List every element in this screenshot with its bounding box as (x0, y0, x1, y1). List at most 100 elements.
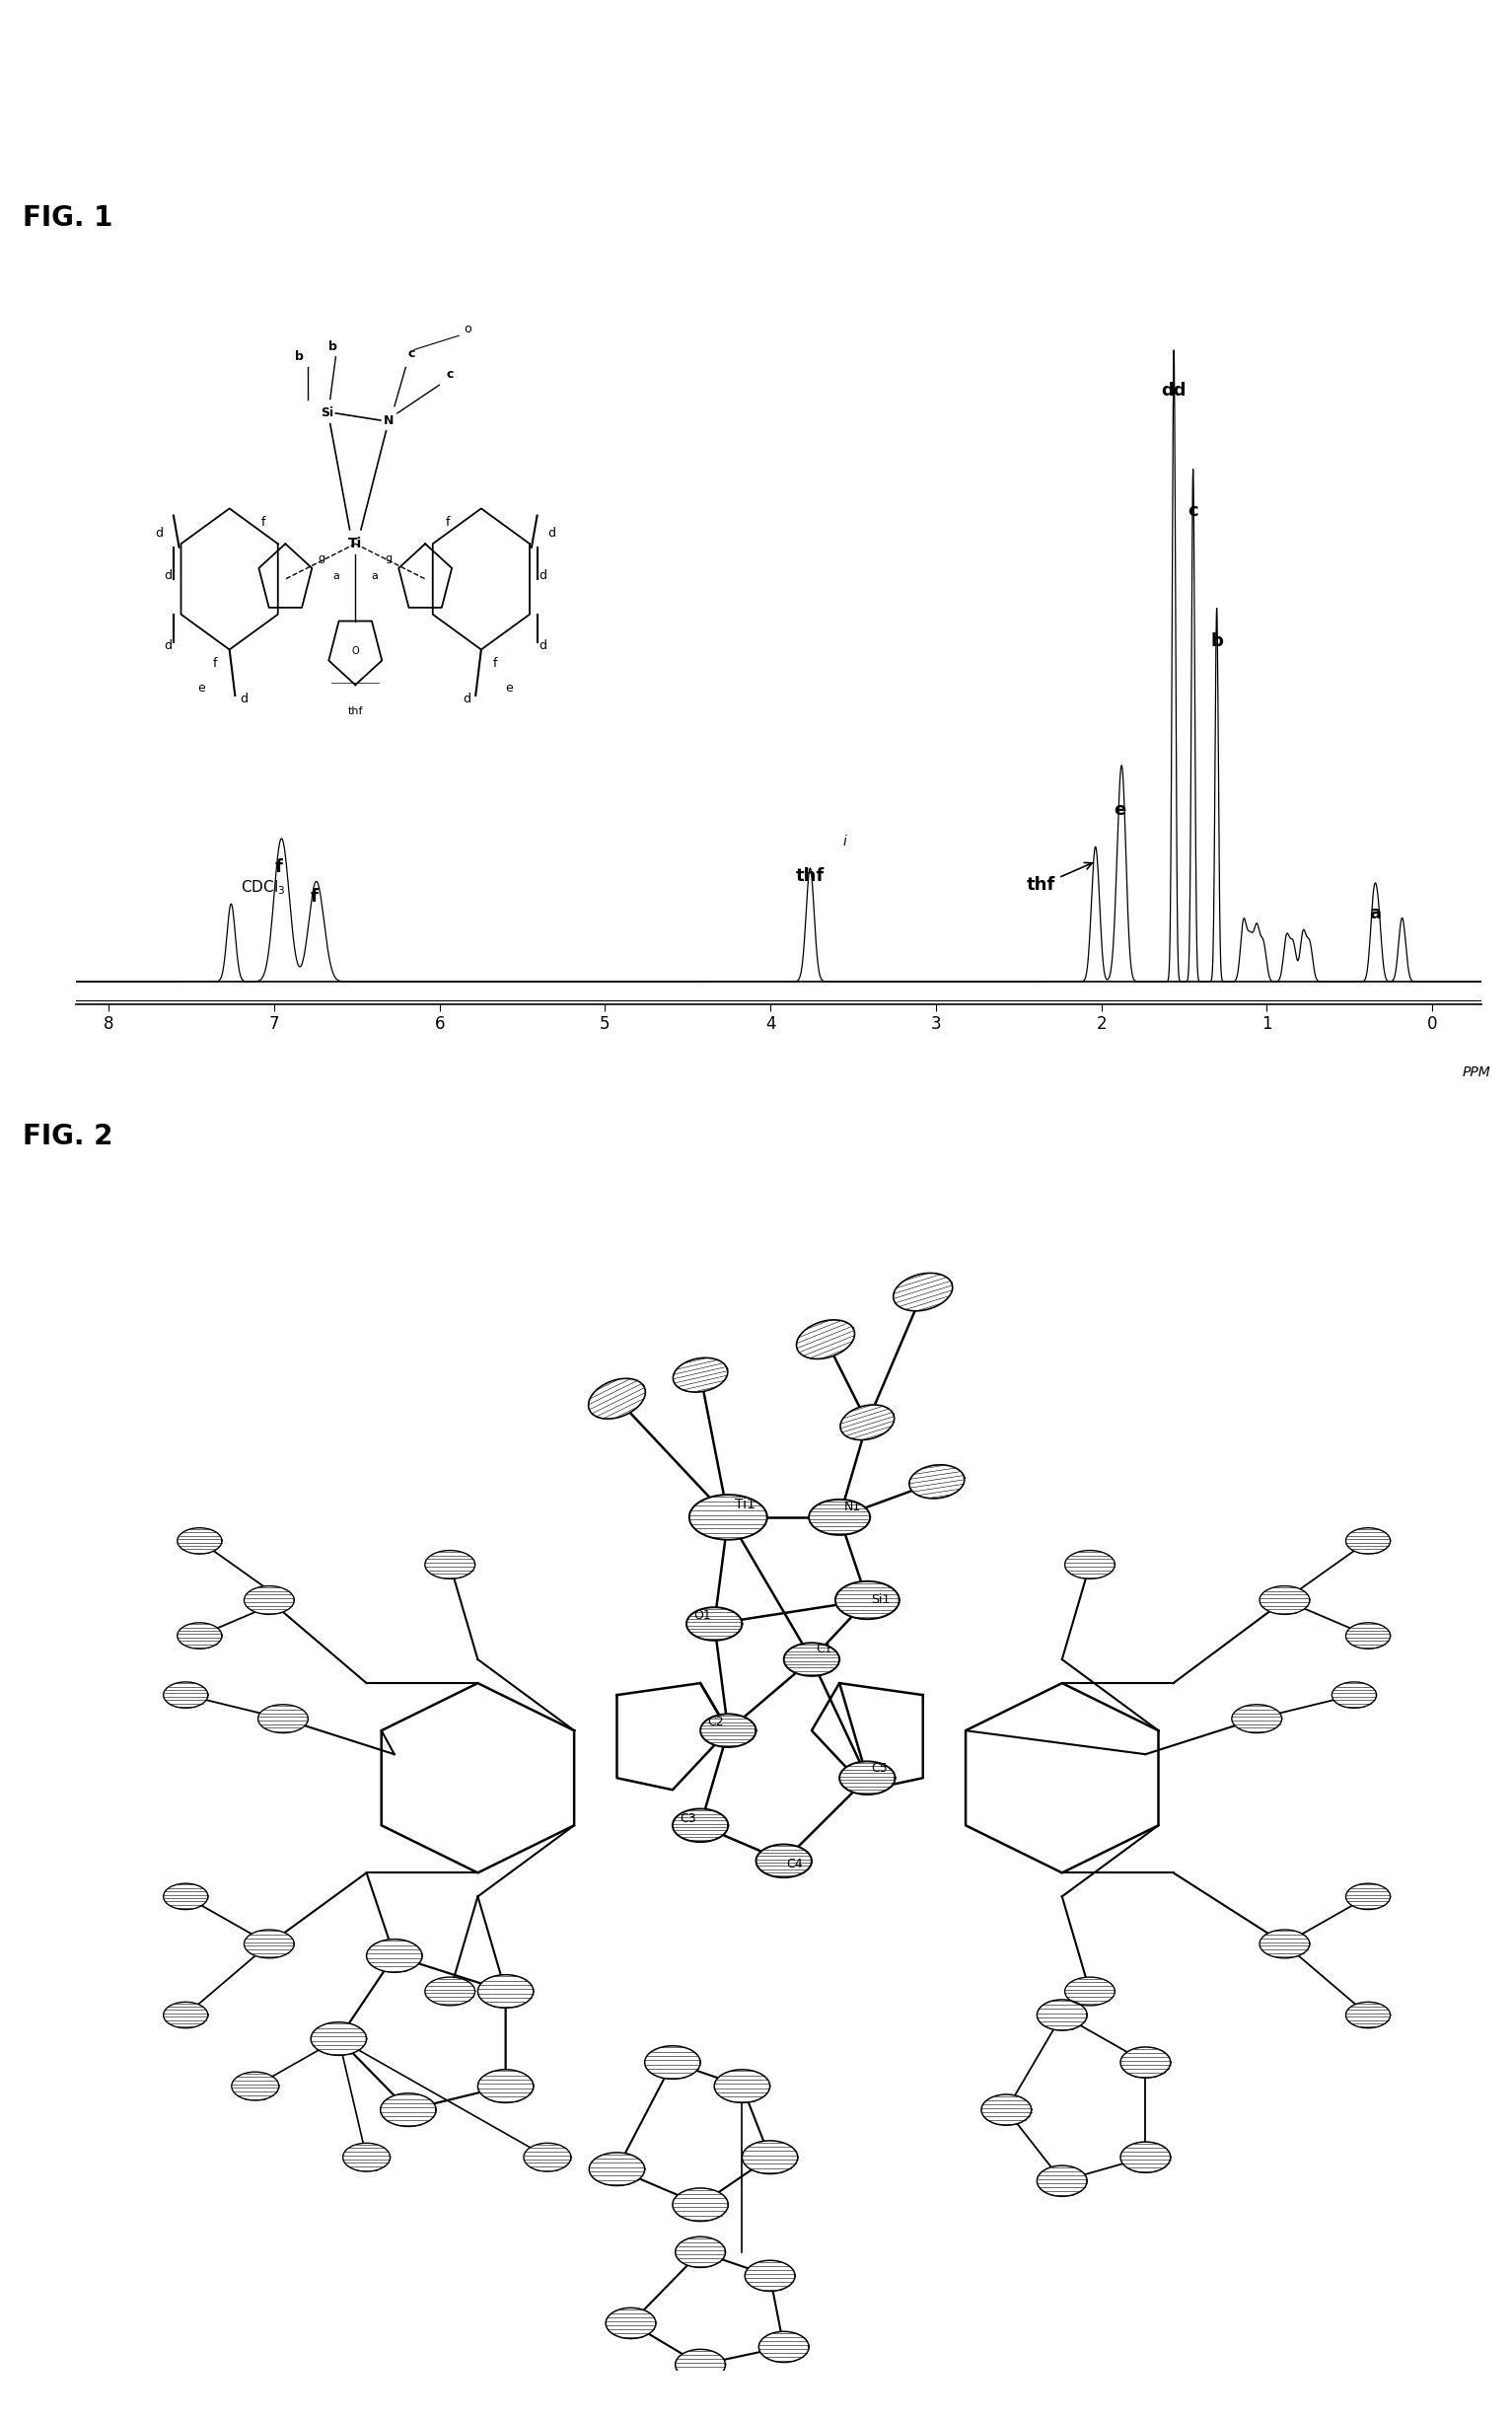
Polygon shape (606, 2308, 656, 2339)
Polygon shape (676, 2238, 726, 2267)
Polygon shape (177, 1623, 222, 1650)
Text: FIG. 2: FIG. 2 (23, 1122, 113, 1151)
Polygon shape (588, 1379, 646, 1420)
Polygon shape (163, 1681, 209, 1708)
Text: a: a (333, 571, 339, 581)
Text: Si1: Si1 (871, 1594, 891, 1606)
Polygon shape (809, 1500, 869, 1536)
Polygon shape (756, 1843, 812, 1877)
Polygon shape (366, 1940, 422, 1971)
Polygon shape (894, 1272, 953, 1311)
Polygon shape (311, 2022, 366, 2056)
Text: CDCl$_3$: CDCl$_3$ (240, 878, 286, 897)
Text: a: a (1370, 905, 1380, 922)
Text: e: e (198, 682, 206, 694)
Polygon shape (783, 1643, 839, 1676)
Text: O: O (352, 646, 358, 656)
Polygon shape (676, 2349, 726, 2380)
Text: d: d (538, 568, 547, 583)
Text: FIG. 1: FIG. 1 (23, 203, 113, 232)
Text: thf: thf (348, 706, 363, 716)
Text: o: o (464, 322, 470, 336)
Polygon shape (700, 1715, 756, 1747)
Polygon shape (797, 1321, 854, 1359)
Text: d: d (463, 692, 472, 706)
Polygon shape (1346, 1884, 1391, 1909)
Polygon shape (1332, 1681, 1376, 1708)
Polygon shape (714, 2071, 770, 2102)
Text: g: g (386, 554, 393, 564)
Polygon shape (523, 2143, 572, 2172)
Polygon shape (478, 1974, 534, 2008)
Text: f: f (275, 859, 283, 876)
Text: a: a (372, 571, 378, 581)
Text: f: f (493, 658, 497, 670)
Text: f: f (310, 888, 318, 905)
Text: c: c (446, 368, 454, 380)
Polygon shape (1232, 1705, 1282, 1732)
Text: C3: C3 (679, 1812, 696, 1826)
Polygon shape (981, 2095, 1031, 2126)
Polygon shape (1346, 1529, 1391, 1553)
Text: b: b (1211, 631, 1223, 651)
Polygon shape (163, 1884, 209, 1909)
Polygon shape (1346, 2003, 1391, 2027)
Polygon shape (343, 2143, 390, 2172)
Polygon shape (425, 1551, 475, 1580)
Polygon shape (909, 1466, 965, 1497)
Text: i: i (844, 835, 847, 849)
Polygon shape (745, 2259, 795, 2291)
Text: Si: Si (321, 406, 334, 418)
Text: N: N (384, 414, 395, 426)
Text: f: f (213, 658, 218, 670)
Polygon shape (163, 2003, 209, 2027)
Polygon shape (673, 1809, 729, 1841)
Polygon shape (759, 2332, 809, 2363)
Text: d: d (547, 527, 555, 539)
Text: c: c (1188, 503, 1199, 520)
Polygon shape (1259, 1930, 1309, 1957)
Text: N1: N1 (844, 1500, 860, 1514)
Polygon shape (673, 2189, 729, 2221)
Text: C5: C5 (871, 1761, 888, 1776)
Text: e: e (1114, 801, 1126, 818)
Polygon shape (478, 2071, 534, 2102)
Polygon shape (1259, 1587, 1309, 1613)
Polygon shape (1064, 1551, 1114, 1580)
Text: d: d (538, 639, 547, 653)
Polygon shape (673, 1357, 727, 1391)
Polygon shape (1120, 2046, 1170, 2078)
Text: d: d (239, 692, 248, 706)
Polygon shape (841, 1405, 894, 1439)
Polygon shape (243, 1930, 295, 1957)
Polygon shape (689, 1495, 767, 1541)
Polygon shape (231, 2073, 278, 2100)
Polygon shape (425, 1976, 475, 2005)
Text: PPM: PPM (1462, 1067, 1491, 1079)
Polygon shape (243, 1587, 295, 1613)
Text: d: d (163, 568, 172, 583)
Text: b: b (328, 341, 337, 353)
Text: Ti: Ti (348, 537, 363, 552)
Text: d: d (163, 639, 172, 653)
Text: thf: thf (795, 868, 824, 885)
Polygon shape (177, 1529, 222, 1553)
Polygon shape (839, 1761, 895, 1795)
Polygon shape (1346, 1623, 1391, 1650)
Polygon shape (835, 1582, 900, 1618)
Polygon shape (742, 2141, 798, 2175)
Text: b: b (295, 351, 304, 363)
Text: O1: O1 (694, 1609, 711, 1621)
Text: C2: C2 (708, 1715, 724, 1727)
Text: thf: thf (1027, 864, 1092, 895)
Polygon shape (381, 2092, 435, 2126)
Text: f: f (446, 515, 451, 530)
Polygon shape (259, 1705, 308, 1732)
Text: g: g (318, 554, 325, 564)
Text: f: f (260, 515, 265, 530)
Polygon shape (1037, 2001, 1087, 2030)
Polygon shape (1064, 1976, 1114, 2005)
Polygon shape (1120, 2141, 1170, 2172)
Polygon shape (590, 2153, 644, 2187)
Text: dd: dd (1161, 382, 1187, 399)
